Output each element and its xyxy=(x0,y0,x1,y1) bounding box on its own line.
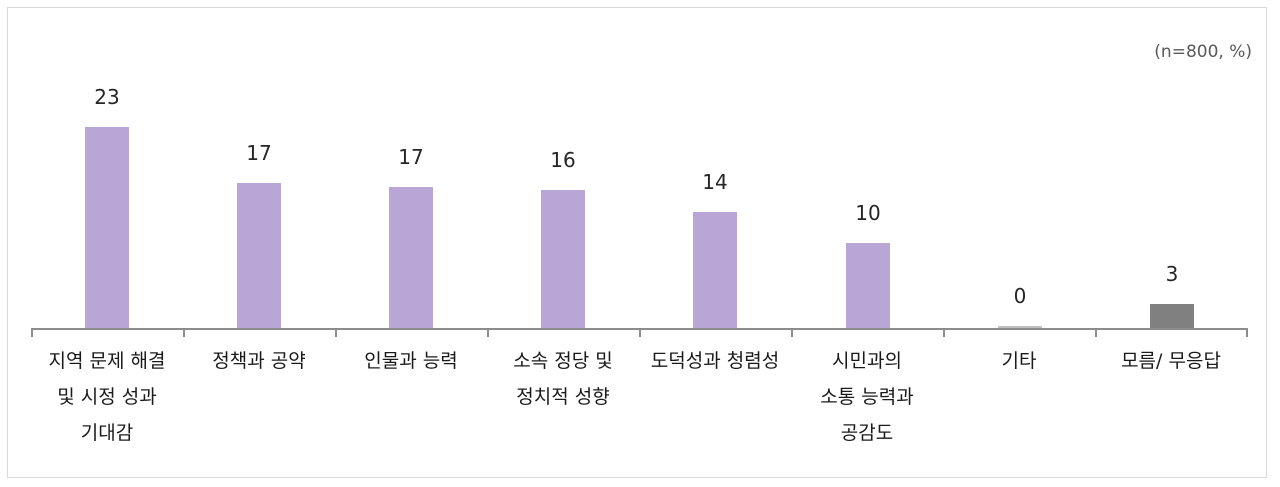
bar xyxy=(1150,304,1194,328)
bar xyxy=(998,326,1042,328)
data-label: 14 xyxy=(702,170,728,194)
data-label: 16 xyxy=(550,148,576,172)
data-label: 17 xyxy=(398,145,424,169)
category-label: 모름/ 무응답 xyxy=(1121,350,1221,372)
axis-tick xyxy=(1095,328,1097,337)
category-label: 정책과 공약 xyxy=(212,350,306,372)
data-label: 3 xyxy=(1165,262,1179,286)
category-label: 인물과 능력 xyxy=(364,350,458,372)
data-label: 10 xyxy=(855,201,881,225)
axis-tick xyxy=(791,328,793,337)
data-label: 17 xyxy=(246,141,272,165)
category-label: 도덕성과 청렴성 xyxy=(650,350,780,372)
data-label: 23 xyxy=(94,85,120,109)
bar xyxy=(693,212,737,328)
axis-tick xyxy=(639,328,641,337)
bar xyxy=(237,183,281,328)
axis-tick xyxy=(183,328,185,337)
data-label: 0 xyxy=(1013,284,1027,308)
sample-size-note: (n=800, %) xyxy=(1154,42,1252,62)
axis-tick xyxy=(1246,328,1248,337)
category-label: 시민과의 소통 능력과 공감도 xyxy=(820,350,914,444)
axis-tick xyxy=(487,328,489,337)
axis-tick xyxy=(31,328,33,337)
bar xyxy=(389,187,433,328)
axis-tick xyxy=(943,328,945,337)
bar xyxy=(846,243,890,328)
bar xyxy=(541,190,585,328)
category-label: 지역 문제 해결 및 시정 성과 기대감 xyxy=(48,350,166,444)
axis-tick xyxy=(335,328,337,337)
category-label: 기타 xyxy=(1001,350,1037,372)
category-label: 소속 정당 및 정치적 성향 xyxy=(513,350,613,408)
chart-frame xyxy=(7,7,1267,478)
bar xyxy=(85,127,129,328)
